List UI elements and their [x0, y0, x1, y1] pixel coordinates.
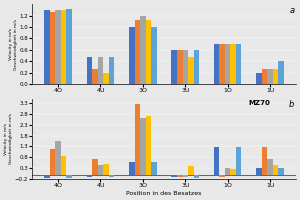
Bar: [135, 20, 140, 84]
Bar: [194, 175, 199, 178]
Bar: [146, 20, 151, 84]
Bar: [177, 175, 182, 177]
Bar: [103, 164, 109, 175]
Bar: [61, 10, 66, 84]
Text: a: a: [290, 6, 295, 15]
Bar: [182, 175, 188, 177]
Bar: [230, 44, 236, 84]
Bar: [267, 159, 273, 175]
Bar: [177, 50, 182, 84]
Bar: [103, 73, 109, 84]
Bar: [92, 159, 98, 175]
Bar: [87, 175, 92, 177]
Bar: [61, 156, 66, 175]
Bar: [140, 16, 145, 84]
Bar: [225, 168, 230, 175]
Bar: [219, 44, 225, 84]
Bar: [66, 175, 72, 178]
Bar: [146, 116, 151, 175]
Bar: [172, 50, 177, 84]
Bar: [129, 162, 135, 175]
Bar: [50, 12, 55, 84]
Bar: [262, 69, 267, 84]
Bar: [55, 10, 61, 84]
Bar: [66, 9, 72, 84]
Y-axis label: Velocity in m/s
Geschwindigkeit in m/s: Velocity in m/s Geschwindigkeit in m/s: [9, 19, 18, 70]
Bar: [214, 44, 219, 84]
Bar: [98, 57, 103, 84]
Bar: [278, 168, 284, 175]
Bar: [273, 165, 278, 175]
Bar: [55, 141, 61, 175]
Bar: [267, 69, 273, 84]
Bar: [98, 165, 103, 175]
Bar: [273, 69, 278, 84]
Bar: [214, 147, 219, 175]
Bar: [44, 175, 50, 178]
Bar: [219, 175, 225, 177]
Text: b: b: [289, 100, 295, 109]
Bar: [151, 27, 157, 84]
Bar: [194, 50, 199, 84]
Bar: [109, 57, 114, 84]
X-axis label: Position in des Besatzes: Position in des Besatzes: [126, 191, 202, 196]
Bar: [44, 10, 50, 84]
Bar: [151, 162, 157, 175]
Bar: [230, 169, 236, 175]
Bar: [278, 61, 284, 84]
Y-axis label: Velocity in m/s
Geschwindigkeit in m/s: Velocity in m/s Geschwindigkeit in m/s: [4, 113, 14, 164]
Bar: [87, 57, 92, 84]
Bar: [256, 168, 262, 175]
Bar: [140, 118, 145, 175]
Bar: [236, 44, 242, 84]
Bar: [182, 50, 188, 84]
Bar: [92, 69, 98, 84]
Bar: [172, 175, 177, 177]
Bar: [256, 73, 262, 84]
Bar: [50, 149, 55, 175]
Bar: [236, 147, 242, 175]
Bar: [262, 147, 267, 175]
Text: MZ70: MZ70: [248, 100, 270, 106]
Bar: [129, 27, 135, 84]
Bar: [135, 104, 140, 175]
Bar: [188, 57, 194, 84]
Bar: [109, 175, 114, 177]
Bar: [225, 44, 230, 84]
Bar: [188, 166, 194, 175]
